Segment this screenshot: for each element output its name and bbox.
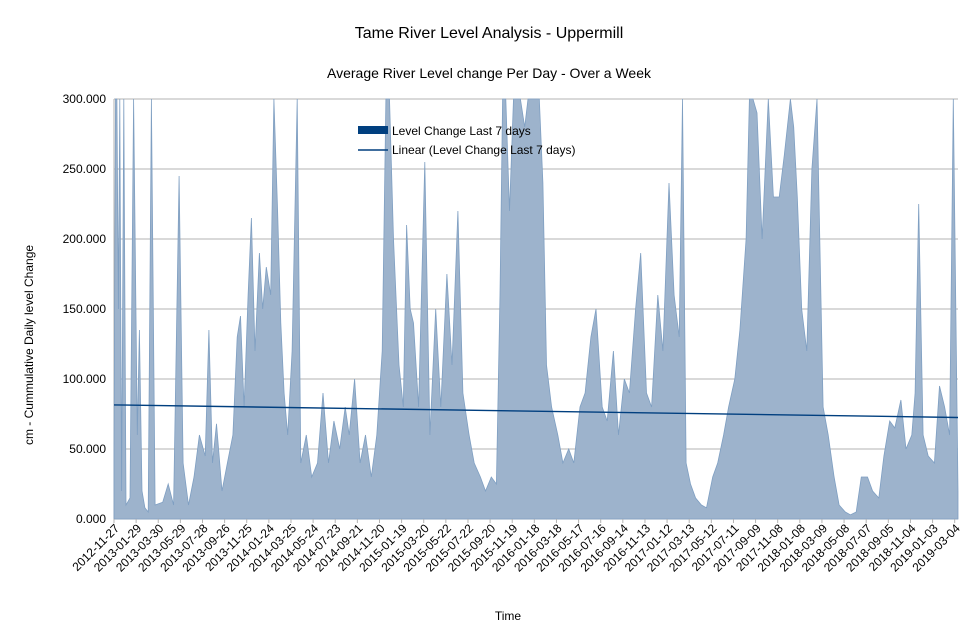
- chart-subtitle: Average River Level change Per Day - Ove…: [327, 65, 652, 81]
- series-trend-line: [113, 404, 959, 419]
- legend-label-trend: Linear (Level Change Last 7 days): [392, 143, 575, 157]
- y-tick-label: 50.000: [69, 442, 106, 456]
- y-axis-ticks: 0.000 50.000 100.000 150.000 200.000 250.000 3…: [63, 92, 107, 526]
- y-tick-label: 150.000: [63, 302, 107, 316]
- x-axis-label: Time: [495, 609, 522, 623]
- y-axis-label: cm - Cummulative Daily level Change: [22, 245, 36, 445]
- y-tick-label: 0.000: [76, 512, 106, 526]
- y-tick-label: 300.000: [63, 92, 107, 106]
- plot-area: [113, 98, 959, 520]
- legend-swatch-area: [358, 126, 388, 134]
- legend: Level Change Last 7 days Linear (Level C…: [358, 124, 575, 157]
- y-tick-label: 250.000: [63, 162, 107, 176]
- x-axis-ticks: 2012-11-272013-01-292013-03-302013-05-29…: [69, 519, 963, 575]
- legend-label-area: Level Change Last 7 days: [392, 124, 531, 138]
- y-tick-label: 100.000: [63, 372, 107, 386]
- y-tick-label: 200.000: [63, 232, 107, 246]
- chart-title: Tame River Level Analysis - Uppermill: [355, 25, 624, 42]
